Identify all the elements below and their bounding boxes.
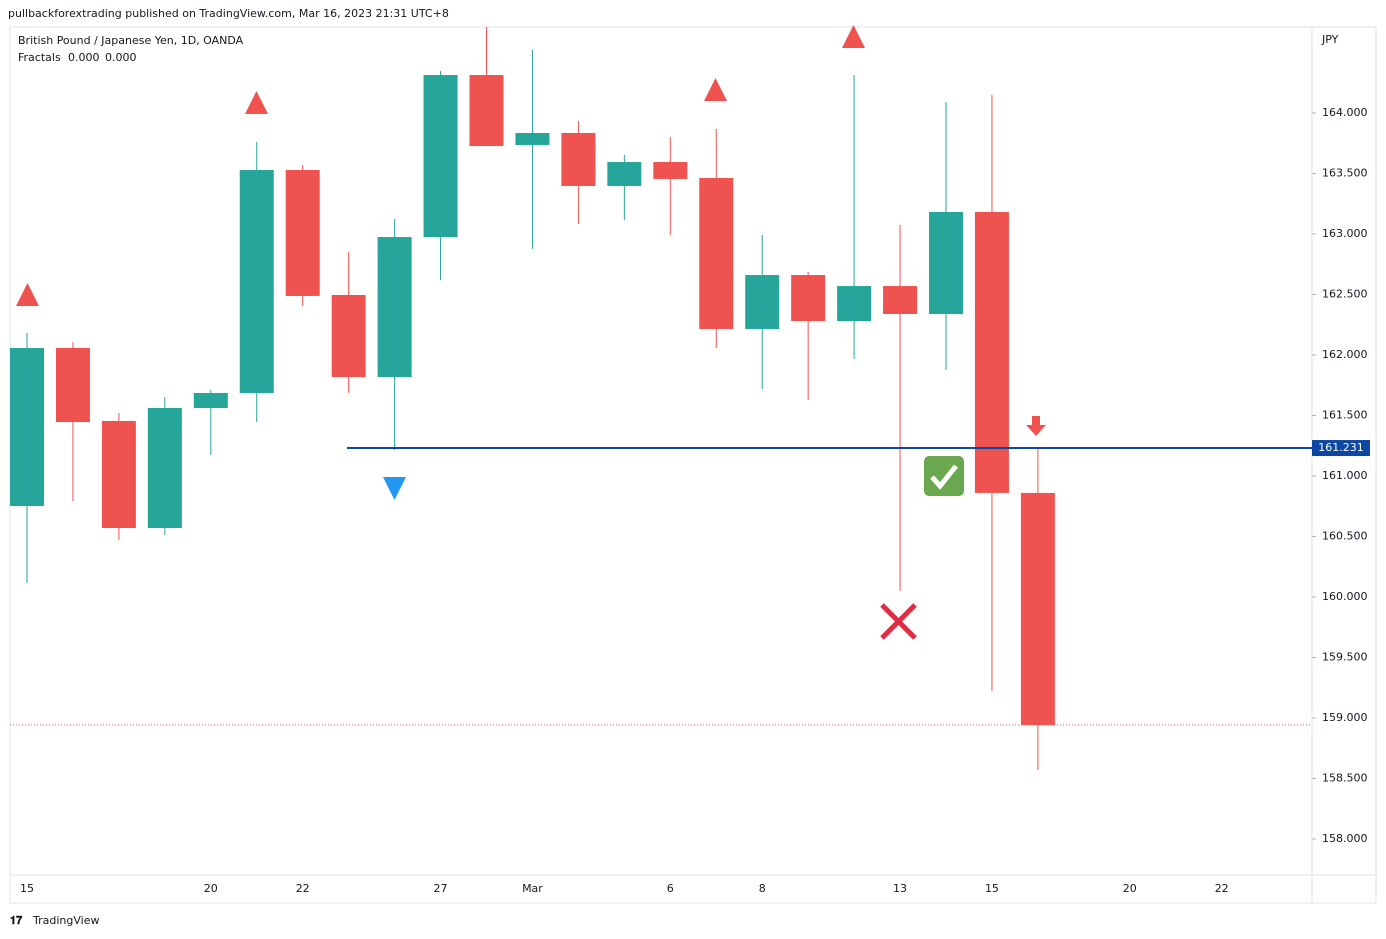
candle-body [745, 275, 780, 329]
fractal-markers [16, 25, 1046, 640]
logo-mark: 𝟏𝟕 [10, 914, 23, 927]
x-tick-label: 22 [296, 882, 310, 895]
x-tick-label: Mar [522, 882, 543, 895]
candle-body [791, 275, 826, 321]
candle-body [55, 347, 90, 423]
candle-body [974, 211, 1009, 493]
y-tick-label: 162.500 [1322, 288, 1368, 301]
check-icon [924, 456, 964, 496]
candle-body [837, 286, 872, 321]
y-tick-label: 163.500 [1322, 167, 1368, 180]
cross-icon [880, 603, 917, 640]
arrow-marker [1026, 416, 1046, 436]
x-tick-label: 27 [434, 882, 448, 895]
x-tick-label: 22 [1215, 882, 1229, 895]
x-tick-label: 20 [204, 882, 218, 895]
currency: JPY [1321, 33, 1339, 46]
x-tick-label: 15 [20, 882, 34, 895]
candle-body [101, 420, 136, 529]
candle-body [10, 347, 44, 506]
indicator-name: Fractals [18, 51, 61, 64]
fractal-up [704, 78, 727, 101]
candle-body [331, 294, 366, 378]
level-label: 161.231 [1318, 441, 1364, 454]
y-tick-label: 161.000 [1322, 469, 1368, 482]
published: pullbackforextrading published on Tradin… [8, 7, 449, 20]
y-tick-label: 158.000 [1322, 832, 1368, 845]
fractal-down [383, 477, 406, 500]
y-tick-label: 159.500 [1322, 650, 1368, 663]
x-tick-label: 20 [1123, 882, 1137, 895]
x-tick-label: 15 [985, 882, 999, 895]
y-tick-label: 163.000 [1322, 227, 1368, 240]
y-tick-label: 161.500 [1322, 408, 1368, 421]
candle-body [377, 237, 412, 378]
candle-body [1020, 492, 1055, 725]
x-tick-label: 8 [759, 882, 766, 895]
candle-body [883, 286, 918, 314]
candle-body [929, 211, 963, 314]
y-tick-label: 164.000 [1322, 106, 1368, 119]
fractal-up [842, 25, 865, 48]
check-mark [930, 464, 958, 490]
y-tick-label: 158.500 [1322, 771, 1368, 784]
x-tick-label: 6 [667, 882, 674, 895]
candle-body [653, 162, 688, 179]
plot [10, 27, 1312, 770]
candle-body [239, 170, 274, 393]
y-tick-label: 160.000 [1322, 590, 1368, 603]
candle-body [147, 407, 182, 529]
candle-body [515, 132, 550, 145]
indicator-value: 0.000 [105, 51, 137, 64]
level-label-box [1312, 440, 1370, 457]
fractal-up [245, 91, 268, 114]
y-tick-label: 162.000 [1322, 348, 1368, 361]
fractal-up [16, 283, 39, 306]
candle-body [607, 162, 642, 186]
y-tick-label: 160.500 [1322, 529, 1368, 542]
brand: TradingView [32, 914, 99, 927]
candle-body [193, 392, 228, 408]
frame [9, 26, 1377, 904]
indicator-value: 0.000 [68, 51, 100, 64]
candle-body [423, 75, 458, 238]
candle-body [285, 170, 320, 296]
candle-body [699, 177, 734, 329]
x-tick-label: 13 [893, 882, 907, 895]
candle-body [561, 132, 596, 186]
candle-body [469, 75, 504, 147]
y-tick-label: 159.000 [1322, 711, 1368, 724]
chart-title: British Pound / Japanese Yen, 1D, OANDA [18, 34, 244, 47]
